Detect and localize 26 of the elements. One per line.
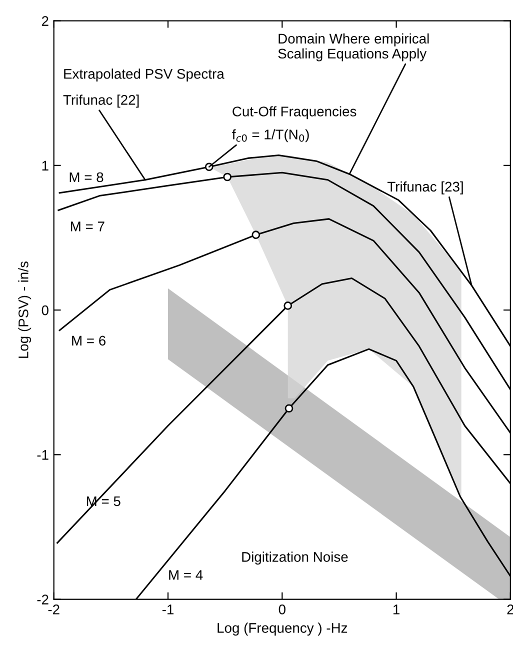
annotation: Digitization Noise bbox=[242, 552, 348, 565]
y-axis-title: Log (PSV) - in/s bbox=[18, 262, 32, 358]
y-tick-label: 1 bbox=[42, 160, 48, 170]
point bbox=[252, 230, 260, 240]
series-label: M = 6 bbox=[72, 336, 106, 346]
point bbox=[284, 302, 292, 310]
series-label: M = 4 bbox=[169, 570, 203, 580]
point bbox=[284, 404, 294, 413]
annotation: f$_{c0}$ = 1/T(N$_{0}$) bbox=[232, 129, 309, 142]
y-tick-label: 2 bbox=[42, 16, 48, 26]
series-label: M = 7 bbox=[70, 222, 104, 232]
x-axis-title: Log (Frequency ) -Hz bbox=[218, 622, 348, 636]
y-tick-label: 0 bbox=[42, 305, 48, 316]
point bbox=[223, 172, 232, 182]
x-tick-label: 0 bbox=[278, 604, 286, 614]
annotation: Trifunac [22] bbox=[63, 94, 139, 108]
annotation: Cut-Off Fraquencies bbox=[232, 106, 356, 120]
annotation: Domain Where empirical Scaling Equations Apply bbox=[278, 33, 429, 62]
x-tick-label: -2 bbox=[48, 604, 60, 614]
annotation: Extrapolated PSV Spectra bbox=[64, 68, 224, 82]
y-tick-label: -2 bbox=[37, 594, 48, 604]
x-tick-label: -1 bbox=[162, 604, 174, 614]
series-label: M = 8 bbox=[70, 172, 104, 182]
y-tick-label: -1 bbox=[37, 450, 48, 460]
annotation: Trifunac [23] bbox=[387, 181, 463, 194]
x-tick-label: 1 bbox=[393, 604, 400, 614]
